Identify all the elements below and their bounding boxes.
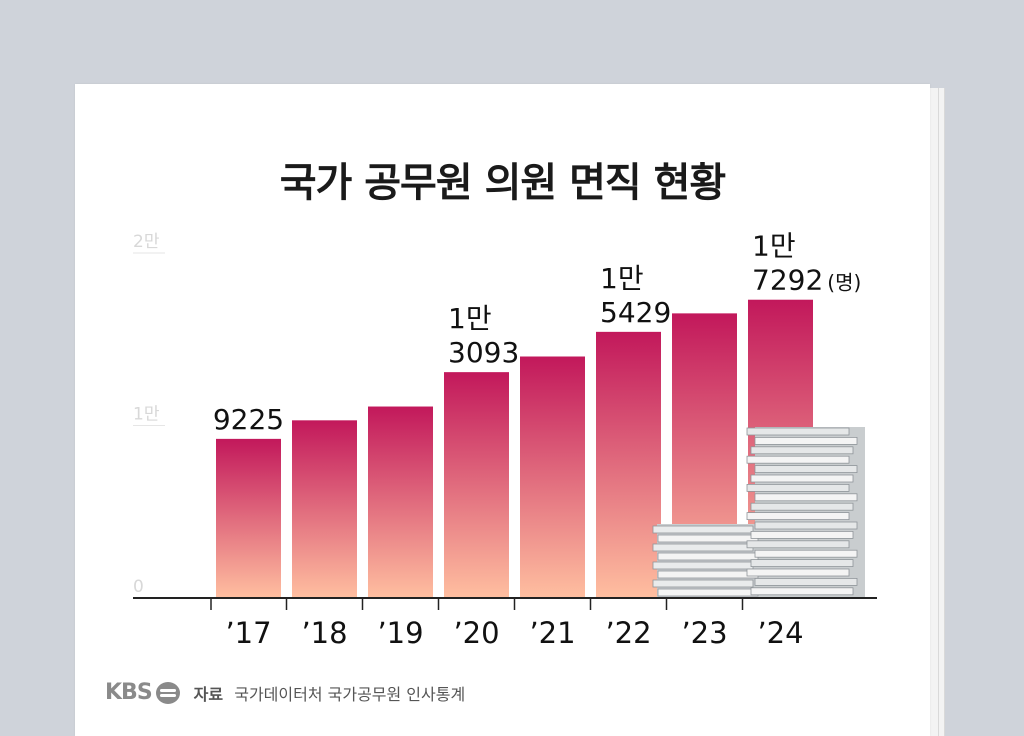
- paper-sheet: [750, 474, 854, 483]
- paper-sheet: [750, 502, 854, 511]
- paper-sheet: [754, 465, 858, 474]
- paper-sheet: [657, 570, 759, 579]
- bar: [216, 438, 281, 598]
- paper-sheet: [746, 540, 850, 549]
- paper-sheet: [657, 552, 759, 561]
- paper-sheet: [657, 534, 759, 543]
- paper-sheet: [746, 568, 850, 577]
- data-label: 9225: [213, 403, 284, 436]
- y-tick-label: 2만: [133, 232, 160, 252]
- x-tick-label: ’22: [605, 616, 651, 650]
- data-label: 5429: [600, 296, 671, 329]
- data-label: 1만: [752, 230, 796, 263]
- y-tick-label: 1만: [133, 405, 160, 425]
- paper-sheet: [652, 579, 754, 588]
- data-label: 1만: [600, 262, 644, 295]
- x-tick-label: ’20: [453, 616, 499, 650]
- bar: [292, 420, 357, 598]
- footer: KBS 자료 국가데이터처 국가공무원 인사통계: [105, 680, 465, 705]
- paper-sheet: [754, 549, 858, 558]
- data-label: 7292: [752, 264, 823, 297]
- paper-sheet: [754, 521, 858, 530]
- y-tick-label: 0: [133, 577, 144, 597]
- kbs-logo-icon: [155, 681, 180, 704]
- x-tick-label: ’19: [377, 616, 423, 650]
- x-tick-label: ’17: [225, 616, 271, 650]
- paper-card: 국가 공무원 의원 면직 현황 0 1만 2만 ’17 9225 ’18 ’19 ’20 1만…: [75, 84, 930, 736]
- paper-sheet: [746, 455, 850, 464]
- paper-sheet: [754, 436, 858, 445]
- paper-sheet: [652, 561, 754, 570]
- paper-sheet: [652, 525, 754, 534]
- data-label: 3093: [448, 336, 519, 369]
- paper-sheet: [750, 587, 854, 596]
- bar: [596, 331, 661, 598]
- data-label: 1만: [448, 302, 492, 335]
- x-tick-label: ’23: [681, 616, 727, 650]
- paper-stack-edge: [936, 88, 945, 736]
- paper-sheet: [750, 446, 854, 455]
- source-note: 자료 국가데이터처 국가공무원 인사통계: [194, 681, 466, 705]
- paper-sheet: [746, 427, 850, 436]
- bar: [444, 372, 509, 598]
- source-label: 자료: [193, 684, 224, 704]
- paper-sheet: [657, 588, 759, 597]
- bar: [520, 356, 585, 598]
- paper-sheet: [750, 559, 854, 568]
- paper-sheet: [750, 530, 854, 539]
- kbs-logo: KBS: [105, 680, 180, 705]
- paper-stack-edge: [930, 88, 939, 736]
- x-tick-label: ’18: [301, 616, 347, 650]
- kbs-logo-text: KBS: [105, 680, 153, 705]
- paper-sheet: [652, 543, 754, 552]
- bar: [368, 406, 433, 598]
- paper-sheet: [746, 483, 850, 492]
- paper-sheet: [754, 493, 858, 502]
- unit-label: (명): [827, 271, 861, 295]
- chart-title: 국가 공무원 의원 면직 현황: [279, 160, 727, 206]
- source-text: 국가데이터처 국가공무원 인사통계: [234, 684, 466, 704]
- paper-sheet: [754, 577, 858, 586]
- paper-sheet: [746, 512, 850, 521]
- x-tick-label: ’21: [529, 616, 575, 650]
- x-tick-label: ’24: [757, 616, 803, 650]
- paper-stack-illustration: [652, 427, 865, 598]
